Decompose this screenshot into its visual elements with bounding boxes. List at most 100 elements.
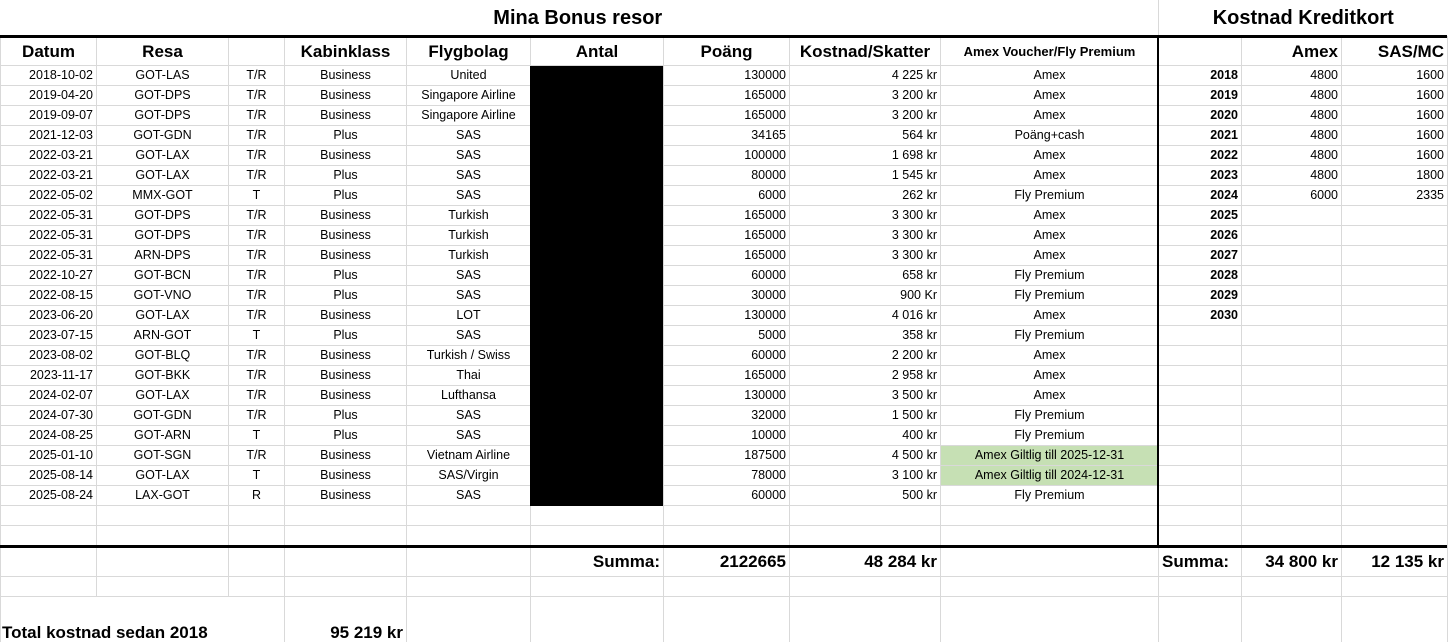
cell-year[interactable]: 2020 <box>1158 105 1242 126</box>
cell-kostnad[interactable]: 2 200 kr <box>789 345 941 366</box>
cell-voucher[interactable]: Amex <box>940 65 1159 86</box>
cell-amex[interactable]: 4800 <box>1241 125 1342 146</box>
cell-year[interactable]: 2028 <box>1158 265 1242 286</box>
cell-year[interactable]: 2022 <box>1158 145 1242 166</box>
cell-voucher[interactable]: Amex <box>940 365 1159 386</box>
cell-kostnad[interactable]: 3 500 kr <box>789 385 941 406</box>
cell-flygbolag[interactable]: Vietnam Airline <box>406 445 531 466</box>
cell-year[interactable]: 2019 <box>1158 85 1242 106</box>
empty-cell[interactable] <box>0 576 97 597</box>
empty-cell[interactable] <box>1158 485 1242 506</box>
empty-cell[interactable] <box>940 505 1159 526</box>
cell-datum[interactable]: 2022-05-31 <box>0 245 97 266</box>
cell-datum[interactable]: 2023-11-17 <box>0 365 97 386</box>
cell-resa[interactable]: GOT-DPS <box>96 205 229 226</box>
cell-typ[interactable]: T/R <box>228 345 285 366</box>
cell-kabinklass[interactable]: Business <box>284 65 407 86</box>
cell-kostnad[interactable]: 2 958 kr <box>789 365 941 386</box>
empty-cell[interactable] <box>406 576 531 597</box>
empty-cell[interactable] <box>1241 425 1342 446</box>
cell-resa[interactable]: GOT-BLQ <box>96 345 229 366</box>
cell-datum[interactable]: 2022-03-21 <box>0 145 97 166</box>
cell-kostnad[interactable]: 4 225 kr <box>789 65 941 86</box>
cell-kabinklass[interactable]: Business <box>284 85 407 106</box>
cell-datum[interactable]: 2022-03-21 <box>0 165 97 186</box>
cell-datum[interactable]: 2021-12-03 <box>0 125 97 146</box>
cell-flygbolag[interactable]: Turkish <box>406 245 531 266</box>
empty-cell[interactable] <box>1241 325 1342 346</box>
empty-cell[interactable] <box>663 525 790 546</box>
empty-cell[interactable] <box>1241 365 1342 386</box>
cell-typ[interactable]: T/R <box>228 225 285 246</box>
cell-poang[interactable]: 130000 <box>663 65 790 86</box>
header-sasmc[interactable]: SAS/MC <box>1341 36 1448 66</box>
cell-flygbolag[interactable]: SAS/Virgin <box>406 465 531 486</box>
empty-cell[interactable] <box>228 525 285 546</box>
cell-kostnad[interactable]: 358 kr <box>789 325 941 346</box>
cell-amex[interactable]: 4800 <box>1241 105 1342 126</box>
cell-resa[interactable]: GOT-DPS <box>96 85 229 106</box>
cell-kostnad[interactable]: 500 kr <box>789 485 941 506</box>
empty-cell[interactable] <box>284 505 407 526</box>
cell-typ[interactable]: T/R <box>228 65 285 86</box>
cell-datum[interactable]: 2018-10-02 <box>0 65 97 86</box>
empty-cell[interactable] <box>1341 596 1448 642</box>
cell-typ[interactable]: T/R <box>228 365 285 386</box>
cell-kostnad[interactable]: 3 300 kr <box>789 205 941 226</box>
cell-flygbolag[interactable]: SAS <box>406 265 531 286</box>
cell-typ[interactable]: R <box>228 485 285 506</box>
cell-flygbolag[interactable]: Turkish / Swiss <box>406 345 531 366</box>
empty-cell[interactable] <box>228 505 285 526</box>
empty-cell[interactable] <box>1341 465 1448 486</box>
cell-voucher[interactable]: Amex <box>940 225 1159 246</box>
cell-resa[interactable]: GOT-ARN <box>96 425 229 446</box>
cell-datum[interactable]: 2023-07-15 <box>0 325 97 346</box>
cell-kabinklass[interactable]: Business <box>284 385 407 406</box>
empty-cell[interactable] <box>1241 465 1342 486</box>
empty-cell[interactable] <box>1158 425 1242 446</box>
empty-cell[interactable] <box>1158 596 1242 642</box>
cell-kostnad[interactable]: 3 200 kr <box>789 85 941 106</box>
cell-kostnad[interactable]: 1 698 kr <box>789 145 941 166</box>
empty-cell[interactable] <box>1341 576 1448 597</box>
cell-kostnad[interactable]: 900 Kr <box>789 285 941 306</box>
empty-cell[interactable] <box>228 545 285 577</box>
cell-kostnad[interactable]: 4 500 kr <box>789 445 941 466</box>
summary-label[interactable]: Summa: <box>530 545 664 577</box>
cell-kabinklass[interactable]: Business <box>284 145 407 166</box>
cell-poang[interactable]: 165000 <box>663 245 790 266</box>
cell-resa[interactable]: GOT-LAX <box>96 145 229 166</box>
cell-sasmc[interactable]: 1600 <box>1341 105 1448 126</box>
empty-cell[interactable] <box>663 596 790 642</box>
cell-year[interactable]: 2026 <box>1158 225 1242 246</box>
cell-flygbolag[interactable]: SAS <box>406 285 531 306</box>
empty-cell[interactable] <box>1158 325 1242 346</box>
cell-typ[interactable]: T <box>228 425 285 446</box>
cell-datum[interactable]: 2022-08-15 <box>0 285 97 306</box>
cell-voucher[interactable]: Fly Premium <box>940 265 1159 286</box>
header-kabinklass[interactable]: Kabinklass <box>284 36 407 66</box>
cell-sasmc[interactable]: 1600 <box>1341 125 1448 146</box>
cell-poang[interactable]: 165000 <box>663 365 790 386</box>
sheet-title[interactable]: Mina Bonus resor <box>0 0 1159 37</box>
cell-poang[interactable]: 5000 <box>663 325 790 346</box>
cell-sasmc[interactable] <box>1341 205 1448 226</box>
cell-sasmc[interactable]: 2335 <box>1341 185 1448 206</box>
cell-poang[interactable]: 60000 <box>663 485 790 506</box>
cell-amex[interactable]: 4800 <box>1241 145 1342 166</box>
cell-kabinklass[interactable]: Plus <box>284 185 407 206</box>
cell-amex[interactable]: 6000 <box>1241 185 1342 206</box>
total-value[interactable]: 95 219 kr <box>284 596 407 642</box>
cell-voucher[interactable]: Fly Premium <box>940 185 1159 206</box>
empty-cell[interactable] <box>1158 576 1242 597</box>
cell-resa[interactable]: GOT-VNO <box>96 285 229 306</box>
header-kostnad[interactable]: Kostnad/Skatter <box>789 36 941 66</box>
cell-poang[interactable]: 78000 <box>663 465 790 486</box>
cell-poang[interactable]: 130000 <box>663 305 790 326</box>
cell-datum[interactable]: 2025-08-14 <box>0 465 97 486</box>
summary-poang[interactable]: 2122665 <box>663 545 790 577</box>
cell-datum[interactable]: 2023-08-02 <box>0 345 97 366</box>
empty-cell[interactable] <box>96 545 229 577</box>
cell-kabinklass[interactable]: Plus <box>284 325 407 346</box>
cell-resa[interactable]: GOT-DPS <box>96 105 229 126</box>
